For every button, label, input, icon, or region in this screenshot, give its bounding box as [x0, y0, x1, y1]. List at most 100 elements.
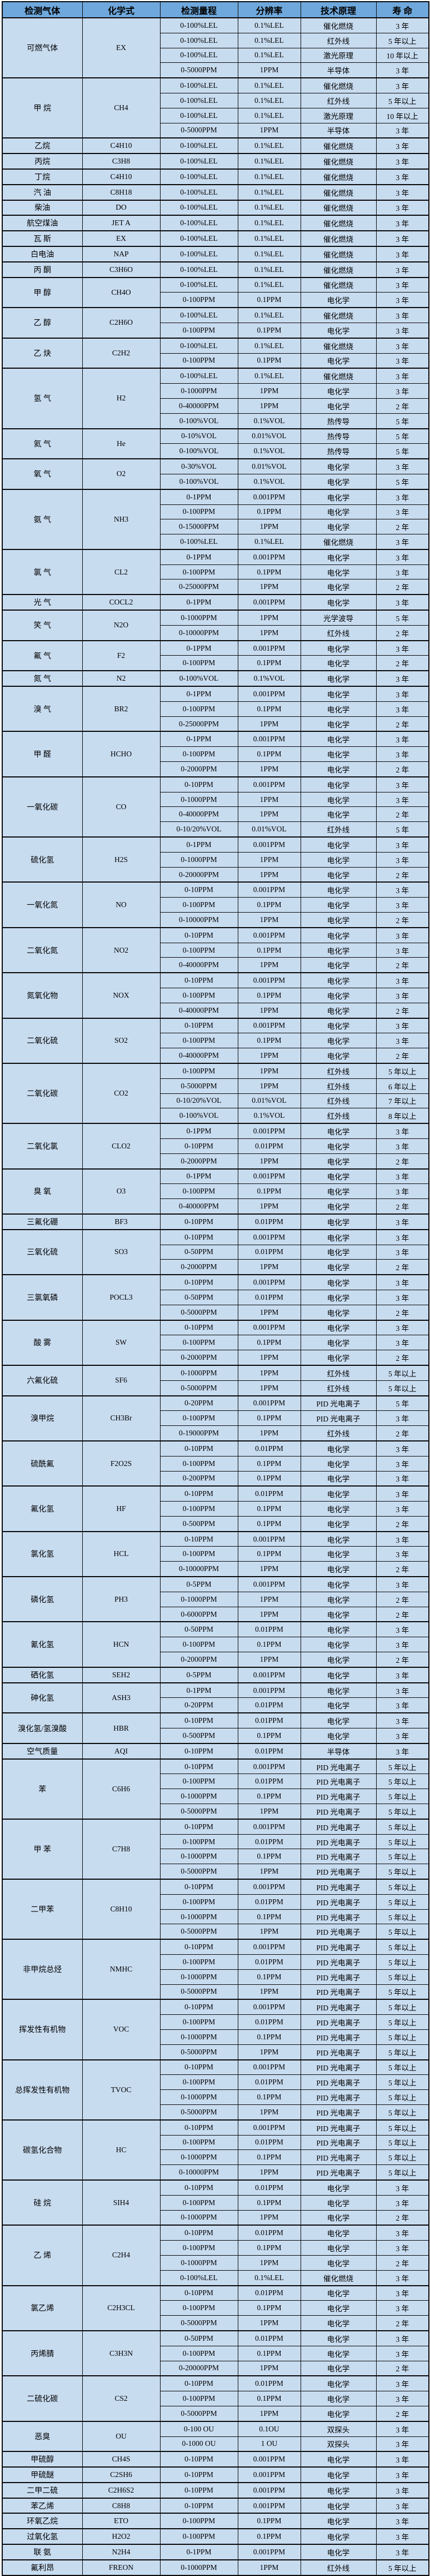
resolution-cell: 0.1%LEL	[237, 337, 301, 354]
principle-cell: 电化学	[300, 1138, 377, 1154]
range-cell: 0-5000PPM	[159, 2315, 238, 2331]
lifespan-cell: 5 年以上	[376, 1380, 429, 1396]
table-row: 溴化氢/氢溴酸 HBR 0-10PPM 0.01PPM 电化学 3 年	[2, 1712, 429, 1744]
table-row: 二氧化氯 CLO2 0-1PPM 0.001PPM 电化学 3 年	[2, 1123, 429, 1170]
principle-cell: 电化学	[300, 836, 377, 853]
principle-cell: 电化学	[300, 292, 377, 308]
resolution-cell: 0.001PPM	[237, 1682, 301, 1698]
lifespan-cell: 3 年	[376, 2466, 429, 2483]
table-row: 0-20PPM 0.01PPM 电化学 3 年	[2, 1697, 429, 1713]
gas-name-cell: 氯化氢	[2, 1530, 83, 1577]
resolution-cell: 1PPM	[237, 912, 301, 928]
principle-cell: 电化学	[300, 1244, 377, 1260]
range-cell: 0-10PPM	[159, 2179, 238, 2196]
resolution-cell: 0.001PPM	[237, 836, 301, 853]
lifespan-cell: 3 年	[376, 62, 429, 78]
lifespan-cell: 5 年以上	[376, 2044, 429, 2060]
lifespan-cell: 3 年	[376, 137, 429, 154]
gas-name-cell: 瓦 斯	[2, 230, 83, 247]
lifespan-cell: 3 年	[376, 1621, 429, 1638]
resolution-cell: 0.01PPM	[237, 2375, 301, 2392]
principle-cell: 电化学	[300, 2513, 377, 2529]
principle-cell: 电化学	[300, 458, 377, 474]
principle-cell: 电化学	[300, 1530, 377, 1547]
range-cell: 0-100PPM	[159, 1455, 238, 1472]
range-cell: 0-100PPM	[159, 1410, 238, 1426]
lifespan-cell: 5 年以上	[376, 2119, 429, 2136]
range-cell: 0-100PPM	[159, 2014, 238, 2030]
table-row: 0-100PPM 0.1PPM 电化学 3 年	[2, 2300, 429, 2316]
lifespan-cell: 3 年	[376, 77, 429, 93]
table-row: 二氧化硫 SO2 0-10PPM 0.001PPM 电化学 3 年	[2, 1017, 429, 1064]
resolution-cell: 0.001PPM	[237, 1319, 301, 1336]
range-cell: 0-10PPM	[159, 2497, 238, 2514]
gas-formula-cell: C2H4	[82, 2225, 161, 2286]
principle-cell: PID 光电离子	[300, 2044, 377, 2060]
table-row: 非甲烷总烃 NMHC 0-10PPM 0.001PPM PID 光电离子 5 年以上	[2, 1939, 429, 2000]
resolution-cell: 0.001PPM	[237, 2119, 301, 2136]
lifespan-cell: 3 年	[376, 245, 429, 262]
table-row: 0-50PPM 0.01PPM 电化学 3 年	[2, 1244, 429, 1260]
table-row: 0-100PPM 0.1PPM 电化学 3 年	[2, 1637, 429, 1653]
col-header-range: 检测量程	[159, 1, 238, 18]
gas-name-cell: 二氧化碳	[2, 1062, 83, 1124]
principle-cell: 电化学	[300, 1168, 377, 1185]
table-row: 0-100PPM 0.1PPM 电化学 3 年	[2, 701, 429, 717]
range-cell: 0-100PPM	[159, 1954, 238, 1970]
gas-name-cell: 乙烷	[2, 137, 83, 154]
lifespan-cell: 2 年	[376, 1591, 429, 1607]
lifespan-cell: 3 年	[376, 988, 429, 1003]
principle-cell: 电化学	[300, 791, 377, 808]
lifespan-cell: 3 年	[376, 594, 429, 611]
resolution-cell: 1PPM	[237, 2405, 301, 2422]
gas-formula-cell: C3H3N	[82, 2330, 161, 2376]
resolution-cell: 0.001PPM	[237, 686, 301, 702]
resolution-cell: 0.001PPM	[237, 1168, 301, 1185]
range-cell: 0-15000PPM	[159, 519, 238, 535]
table-row: 0-5000PPM 1PPM 半导体 3 年	[2, 62, 429, 78]
lifespan-cell: 3 年	[376, 184, 429, 201]
table-row: 甲 醛 HCHO 0-1PPM 0.001PPM 电化学 3 年	[2, 731, 429, 777]
principle-cell: 催化燃烧	[300, 245, 377, 262]
range-cell: 0-2000PPM	[159, 1652, 238, 1668]
principle-cell: 电化学	[300, 866, 377, 883]
table-row: 0-100PPM 0.1PPM 电化学 2 年	[2, 655, 429, 671]
range-cell: 0-2000PPM	[159, 1350, 238, 1366]
gas-name-cell: 碳氢化合物	[2, 2119, 83, 2181]
resolution-cell: 0.01%VOL	[237, 458, 301, 474]
range-cell: 0-100%VOL	[159, 473, 238, 490]
resolution-cell: 0.1%LEL	[237, 2270, 301, 2286]
lifespan-cell: 3 年	[376, 1637, 429, 1653]
resolution-cell: 0.1PPM	[237, 2391, 301, 2406]
range-cell: 0-100%LEL	[159, 245, 238, 262]
range-cell: 0-50PPM	[159, 1289, 238, 1305]
table-row: 碳氢化合物 HC 0-10PPM 0.001PPM PID 光电离子 5 年以上	[2, 2119, 429, 2181]
gas-formula-cell: C2H3CL	[82, 2285, 161, 2331]
resolution-cell: 1PPM	[237, 866, 301, 883]
range-cell: 0-500PPM	[159, 1728, 238, 1744]
lifespan-cell: 5 年以上	[376, 1364, 429, 1381]
table-row: 汽 油 C8H18 0-100%LEL 0.1%LEL 催化燃烧 3 年	[2, 184, 429, 201]
lifespan-cell: 3 年	[376, 1183, 429, 1200]
principle-cell: PID 光电离子	[300, 1954, 377, 1970]
resolution-cell: 0.001PPM	[237, 927, 301, 943]
principle-cell: 电化学	[300, 1274, 377, 1290]
lifespan-cell: 3 年	[376, 2436, 429, 2452]
range-cell: 0-1000PPM	[159, 1789, 238, 1805]
resolution-cell: 1PPM	[237, 2044, 301, 2060]
range-cell: 0-100%VOL	[159, 413, 238, 429]
principle-cell: 催化燃烧	[300, 199, 377, 216]
lifespan-cell: 3 年	[376, 942, 429, 958]
range-cell: 0-10PPM	[159, 2481, 238, 2499]
principle-cell: 电化学	[300, 2210, 377, 2226]
resolution-cell: 1PPM	[237, 579, 301, 595]
gas-name-cell: 硫化氢	[2, 836, 83, 883]
range-cell: 0-5000PPM	[159, 1304, 238, 1321]
principle-cell: PID 光电离子	[300, 2164, 377, 2181]
lifespan-cell: 3 年	[376, 746, 429, 762]
principle-cell: 红外线	[300, 1108, 377, 1124]
range-cell: 0-10PPM	[159, 1138, 238, 1154]
gas-name-cell: 硒化氢	[2, 1666, 83, 1683]
principle-cell: 半导体	[300, 62, 377, 78]
lifespan-cell: 2 年	[376, 655, 429, 671]
